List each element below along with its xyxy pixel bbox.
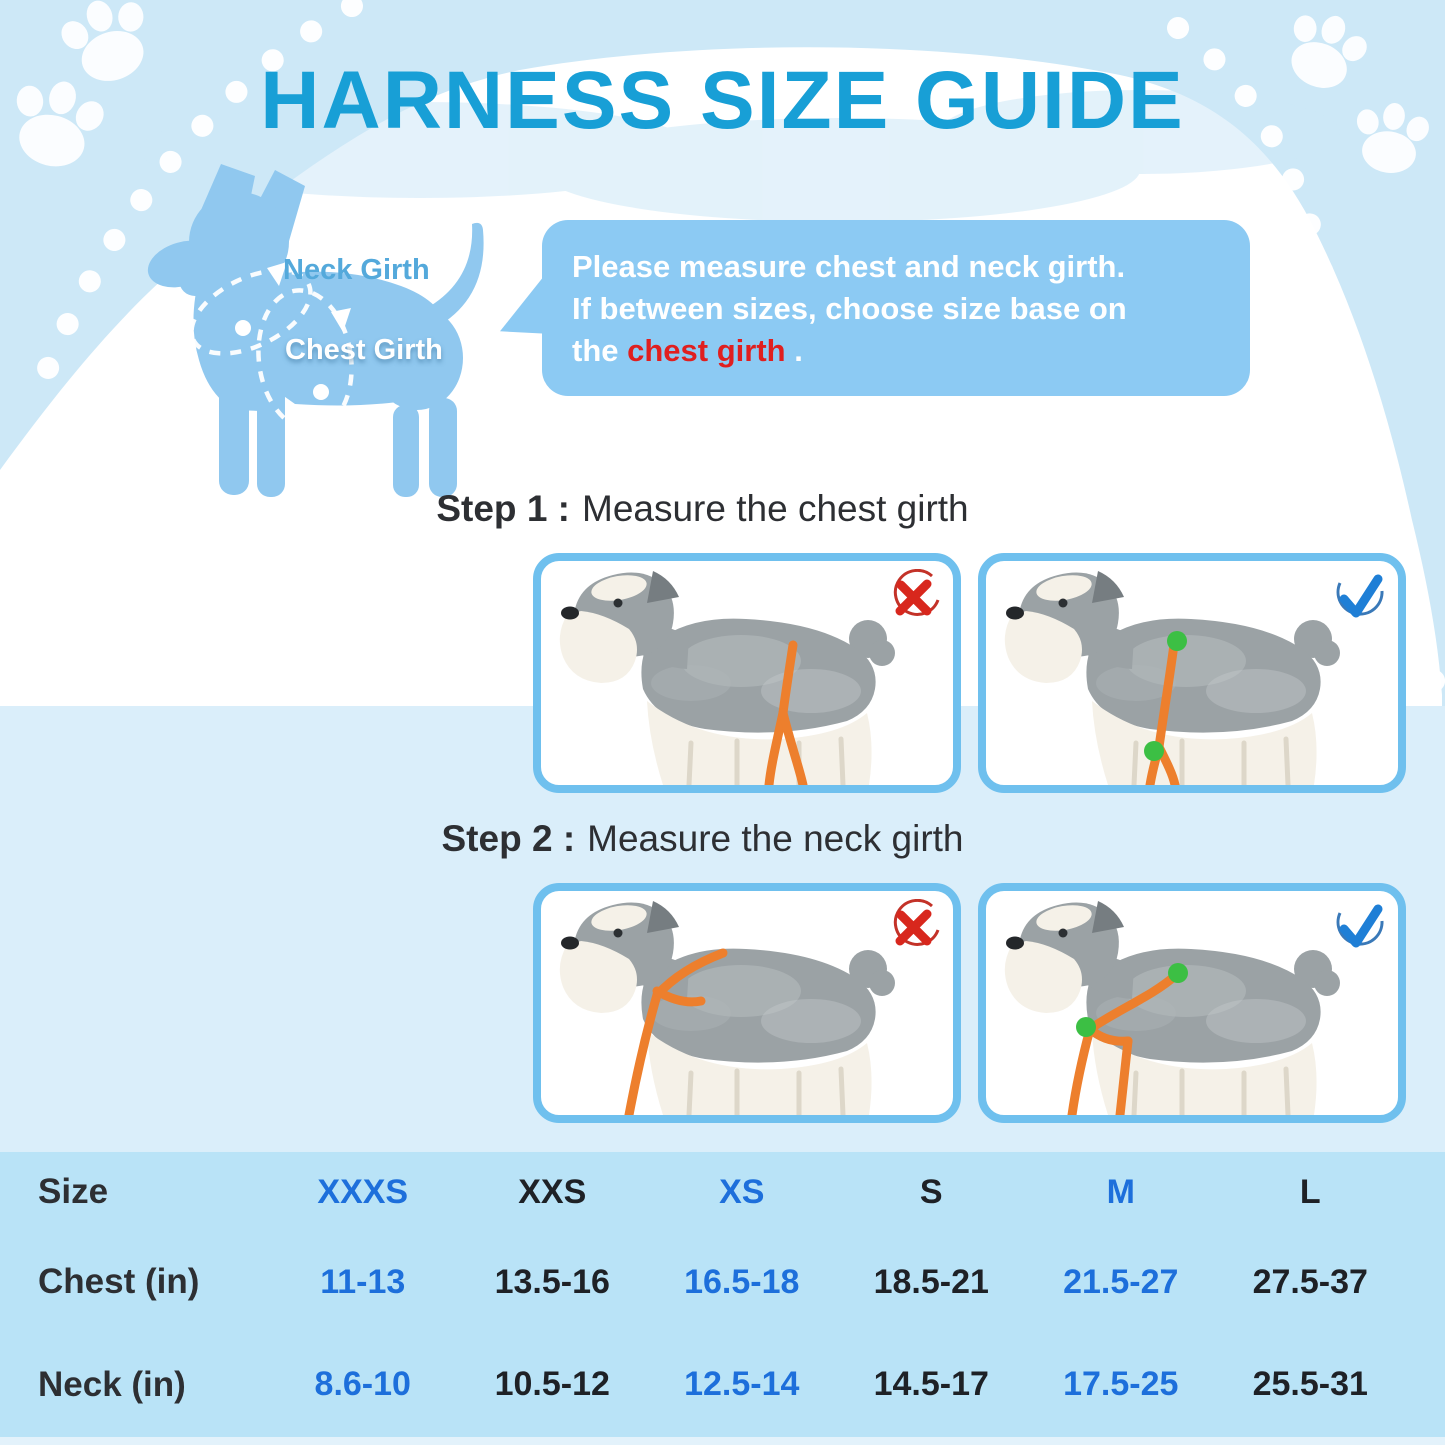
measuring-tape-waist <box>764 640 808 785</box>
size-cell-xs: XS <box>719 1172 765 1211</box>
size-cell-l: L <box>1299 1172 1321 1211</box>
dog-photo-illustration <box>541 891 953 1115</box>
bubble-line-1: Please measure chest and neck girth. <box>572 249 1126 284</box>
measure-point-dot <box>1167 631 1187 651</box>
table-row-size: Size XXXS XXS XS S M L <box>0 1152 1445 1232</box>
arrow-icon <box>267 262 287 286</box>
bubble-line-2: If between sizes, choose size base on <box>572 291 1127 327</box>
photo-panel-step2-wrong <box>533 883 961 1123</box>
step-2-heading: Step 2 : Measure the neck girth <box>0 818 1405 860</box>
dog-photo-illustration <box>986 891 1398 1115</box>
speech-bubble: Please measure chest and neck girth. If … <box>500 220 1250 396</box>
measuring-tape-throat <box>624 948 728 1115</box>
page-title: HARNESS SIZE GUIDE <box>260 55 1185 146</box>
chest-girth-label: Chest Girth <box>285 334 443 366</box>
cross-icon <box>885 899 943 957</box>
size-cell-m: M <box>1106 1172 1135 1211</box>
neck-cell-xxxs: 8.6-10 <box>314 1365 411 1403</box>
photo-panel-step1-wrong <box>533 553 961 793</box>
neck-cell-xs: 12.5-14 <box>684 1365 800 1403</box>
step-1-heading: Step 1 : Measure the chest girth <box>0 488 1405 530</box>
table-row-chest: Chest (in) 11-13 13.5-16 16.5-18 18.5-21… <box>0 1232 1445 1332</box>
step-2-label: Step 2 : <box>441 818 576 859</box>
size-cell-xxxs: XXXS <box>317 1172 409 1211</box>
girth-measure-rings <box>189 268 354 432</box>
measure-point-dot <box>1168 963 1188 983</box>
arrow-icon <box>331 308 351 332</box>
step-1-label: Step 1 : <box>436 488 570 529</box>
chest-cell-l: 27.5-37 <box>1252 1262 1368 1301</box>
neck-girth-label: Neck Girth <box>283 254 430 286</box>
measure-point-dot <box>1144 741 1164 761</box>
chest-cell-xxxs: 11-13 <box>320 1262 406 1301</box>
chest-cell-m: 21.5-27 <box>1063 1262 1179 1301</box>
measure-point-dot <box>1076 1017 1096 1037</box>
check-icon <box>1330 569 1388 627</box>
row-header-chest: Chest (in) <box>38 1262 200 1301</box>
cloud-waves <box>140 90 1340 222</box>
row-header-neck: Neck (in) <box>38 1364 186 1404</box>
neck-cell-s: 14.5-17 <box>873 1365 989 1403</box>
size-cell-xxs: XXS <box>518 1172 587 1211</box>
check-icon <box>1330 899 1388 957</box>
chest-girth-highlight: chest girth <box>627 333 786 369</box>
bubble-line-3: the chest girth . <box>572 333 803 369</box>
size-cell-s: S <box>919 1172 943 1211</box>
row-header-size: Size <box>38 1172 109 1211</box>
dog-silhouette <box>147 164 484 497</box>
chest-cell-s: 18.5-21 <box>873 1262 989 1301</box>
background-bottom-strip <box>0 1437 1445 1445</box>
neck-cell-xxs: 10.5-12 <box>494 1365 610 1403</box>
neck-cell-m: 17.5-25 <box>1063 1365 1179 1403</box>
step-1-text: Measure the chest girth <box>582 488 969 529</box>
cross-icon <box>885 569 943 627</box>
chest-cell-xxs: 13.5-16 <box>494 1262 610 1301</box>
measuring-tape-neck <box>1067 970 1181 1115</box>
neck-cell-l: 25.5-31 <box>1252 1365 1368 1403</box>
dog-measurement-diagram: Neck Girth Chest Girth <box>135 160 535 505</box>
dog-photo-illustration <box>541 561 953 785</box>
step-2-text: Measure the neck girth <box>587 818 964 859</box>
photo-panel-step2-correct <box>978 883 1406 1123</box>
table-row-neck: Neck (in) 8.6-10 10.5-12 12.5-14 14.5-17… <box>0 1332 1445 1437</box>
size-table: Size XXXS XXS XS S M L Chest (in) 11-13 … <box>0 1152 1445 1437</box>
photo-panel-step1-correct <box>978 553 1406 793</box>
background-table-band <box>0 1152 1445 1437</box>
chest-cell-xs: 16.5-18 <box>684 1262 800 1301</box>
dog-photo-illustration <box>986 561 1398 785</box>
